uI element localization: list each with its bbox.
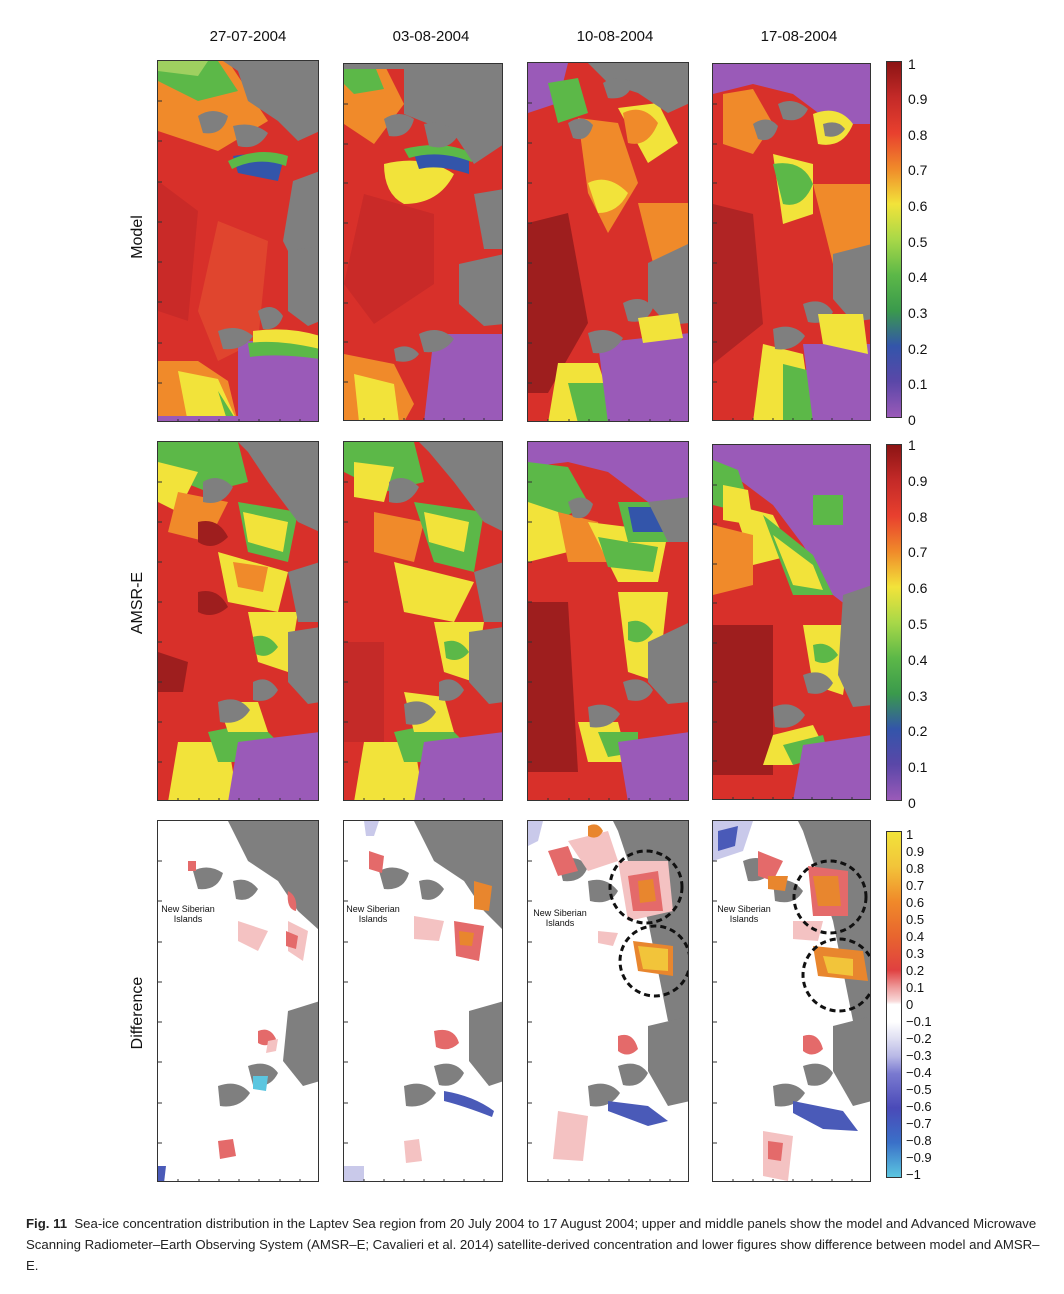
amsre-panel-10-08	[527, 441, 689, 801]
diff-map-3	[528, 821, 688, 1181]
model-cbar-label-0.4: 0.4	[908, 269, 928, 285]
amsre-cbar-label-0.9: 0.9	[908, 473, 928, 489]
amsre-cbar-label-0.4: 0.4	[908, 652, 928, 668]
diff-cbar-label-0.3: 0.3	[906, 946, 925, 961]
diff-cbar-label-neg0.6: −0.6	[906, 1099, 932, 1114]
model-cbar-label-0.5: 0.5	[908, 234, 928, 250]
diff-cbar-label-0.8: 0.8	[906, 861, 925, 876]
diff-panel-17-08	[712, 820, 871, 1182]
amsre-map-3	[528, 442, 688, 800]
row-label-difference: Difference	[129, 976, 146, 1050]
model-cbar-label-0.9: 0.9	[908, 91, 928, 107]
model-map-1	[158, 61, 318, 421]
diff-cbar-label-neg0.8: −0.8	[906, 1133, 932, 1148]
amsre-cbar-label-0.6: 0.6	[908, 580, 928, 596]
column-title-4: 17-08-2004	[760, 28, 838, 45]
column-title-1: 27-07-2004	[209, 28, 287, 45]
diff-map-4	[713, 821, 870, 1181]
amsre-cbar-label-1: 1	[908, 437, 916, 453]
amsre-panel-27-07	[157, 441, 319, 801]
diff-panel-27-07	[157, 820, 319, 1182]
figure-caption: Fig. 11 Sea-ice concentration distributi…	[26, 1213, 1046, 1276]
model-cbar-label-0.2: 0.2	[908, 341, 928, 357]
model-cbar-label-0.7: 0.7	[908, 162, 928, 178]
model-cbar-label-0.3: 0.3	[908, 305, 928, 321]
model-cbar-label-0.6: 0.6	[908, 198, 928, 214]
island-label-1-line2: Islands	[173, 914, 203, 924]
island-label-4: New Siberian Islands	[713, 904, 775, 924]
column-title-3: 10-08-2004	[576, 28, 654, 45]
model-map-2	[344, 64, 502, 420]
amsre-map-1	[158, 442, 318, 800]
diff-cbar-label-0.9: 0.9	[906, 844, 925, 859]
amsre-cbar-label-0.1: 0.1	[908, 759, 928, 775]
island-label-3-line1: New Siberian	[533, 908, 587, 918]
diff-cbar-label-neg0.5: −0.5	[906, 1082, 932, 1097]
model-colorbar	[886, 61, 902, 418]
diff-cbar-label-0.6: 0.6	[906, 895, 925, 910]
model-cbar-label-0.1: 0.1	[908, 376, 928, 392]
island-label-4-line1: New Siberian	[717, 904, 771, 914]
caption-label: Fig. 11	[26, 1216, 68, 1231]
diff-cbar-label-0.1: 0.1	[906, 980, 925, 995]
amsre-colorbar	[886, 444, 902, 801]
model-map-3	[528, 63, 688, 421]
amsre-cbar-label-0.2: 0.2	[908, 723, 928, 739]
column-title-2: 03-08-2004	[392, 28, 470, 45]
island-label-3-line2: Islands	[545, 918, 575, 928]
diff-cbar-label-0.2: 0.2	[906, 963, 925, 978]
model-panel-10-08	[527, 62, 689, 422]
diff-cbar-label-0.4: 0.4	[906, 929, 925, 944]
island-label-2-line1: New Siberian	[346, 904, 400, 914]
difference-colorbar	[886, 831, 902, 1178]
amsre-cbar-label-0.5: 0.5	[908, 616, 928, 632]
diff-cbar-label-neg0.3: −0.3	[906, 1048, 932, 1063]
model-panel-03-08	[343, 63, 503, 421]
diff-cbar-label-neg0.7: −0.7	[906, 1116, 932, 1131]
diff-cbar-label-1: 1	[906, 827, 914, 842]
island-label-1-line1: New Siberian	[161, 904, 215, 914]
diff-panel-10-08	[527, 820, 689, 1182]
model-cbar-label-0: 0	[908, 412, 916, 428]
island-label-2-line2: Islands	[358, 914, 388, 924]
amsre-cbar-label-0: 0	[908, 795, 916, 811]
amsre-cbar-label-0.3: 0.3	[908, 688, 928, 704]
island-label-1: New Siberian Islands	[160, 904, 216, 924]
row-label-amsre: AMSR-E	[129, 571, 146, 635]
diff-cbar-label-neg0.9: −0.9	[906, 1150, 932, 1165]
island-label-4-line2: Islands	[729, 914, 759, 924]
amsre-cbar-label-0.7: 0.7	[908, 544, 928, 560]
model-cbar-label-0.8: 0.8	[908, 127, 928, 143]
diff-cbar-label-0: 0	[906, 997, 914, 1012]
diff-panel-03-08	[343, 820, 503, 1182]
diff-map-1	[158, 821, 318, 1181]
amsre-panel-17-08	[712, 444, 871, 800]
amsre-cbar-label-0.8: 0.8	[908, 509, 928, 525]
row-label-model: Model	[129, 215, 146, 259]
diff-cbar-label-0.5: 0.5	[906, 912, 925, 927]
amsre-map-2	[344, 442, 502, 800]
diff-cbar-label-neg1: −1	[906, 1167, 921, 1182]
caption-text: Sea-ice concentration distribution in th…	[26, 1216, 1040, 1273]
model-cbar-label-1: 1	[908, 56, 916, 72]
island-label-2: New Siberian Islands	[345, 904, 401, 924]
diff-cbar-label-neg0.4: −0.4	[906, 1065, 932, 1080]
island-label-3: New Siberian Islands	[529, 908, 591, 928]
diff-cbar-label-neg0.1: −0.1	[906, 1014, 932, 1029]
model-panel-27-07	[157, 60, 319, 422]
diff-map-2	[344, 821, 502, 1181]
amsre-map-4	[713, 445, 870, 799]
model-panel-17-08	[712, 63, 871, 421]
diff-cbar-label-0.7: 0.7	[906, 878, 925, 893]
model-map-4	[713, 64, 870, 420]
amsre-panel-03-08	[343, 441, 503, 801]
diff-cbar-label-neg0.2: −0.2	[906, 1031, 932, 1046]
